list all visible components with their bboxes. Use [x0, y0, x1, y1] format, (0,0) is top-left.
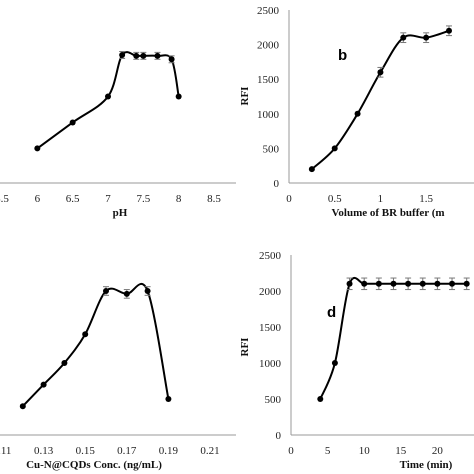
panel-d-data-point [331, 360, 338, 366]
panel-a-x-tick-label: 7.5 [136, 193, 150, 205]
panel-b-y-tick-label: 2500 [257, 5, 280, 17]
panel-d-y-tick-label: 0 [276, 430, 282, 442]
panel-d-data-point [346, 280, 353, 287]
panel-a-data-point [168, 56, 175, 63]
panel-a-data-point [140, 52, 147, 59]
panel-a-data-point [119, 51, 126, 58]
panel-a-data-point [69, 119, 76, 126]
panel-b-x-tick-label: 0.5 [328, 193, 342, 205]
panel-d-x-tick-label: 0 [288, 445, 294, 457]
panel-d-data-point [449, 280, 456, 287]
panel-d-y-tick-label: 2500 [259, 250, 282, 262]
panel-c-x-tick-label: 0.19 [159, 445, 179, 457]
panel-b-data-point [400, 34, 407, 41]
panel-d-y-axis-title: RFI [239, 338, 251, 357]
panel-a-data-point [175, 93, 182, 100]
panel-b-data-point [423, 34, 430, 41]
panel-c-data-point [165, 396, 172, 402]
panel-b-y-tick-label: 0 [274, 178, 280, 190]
panel-c-x-tick-label: 0.17 [117, 445, 137, 457]
panel-c-x-tick-label: 0.13 [34, 445, 54, 457]
panel-c-data-point [82, 331, 89, 338]
panel-d-data-point [390, 280, 397, 287]
panel-c-data-point [19, 403, 26, 410]
panel-a-x-axis-title: pH [113, 207, 128, 219]
panel-b-y-axis-title: RFI [239, 87, 251, 106]
panel-d-y-tick-label: 500 [265, 394, 282, 406]
panel-b-data-point [308, 166, 315, 173]
panel-d-data-point [405, 280, 412, 287]
panel-a-data-point [154, 52, 161, 59]
panel-c-data-point [123, 290, 130, 297]
panel-d-data-point [463, 280, 470, 287]
panel-d-series-line [319, 277, 467, 400]
panel-d-y-tick-label: 1000 [259, 358, 282, 370]
panel-a-x-tick-label: 7 [105, 193, 111, 205]
panel-a-x-tick-label: 8.5 [207, 193, 221, 205]
panel-b-data-point [331, 145, 338, 152]
panel-b-data-point [377, 69, 384, 76]
panel-a-x-tick-label: 6 [35, 193, 41, 205]
panel-d-data-point [375, 280, 382, 287]
panel-b-x-tick-label: 0 [286, 193, 292, 205]
panel-b-y-tick-label: 1500 [257, 74, 280, 86]
panel-a-x-tick-label: 6.5 [66, 193, 80, 205]
panel-d-x-tick-label: 15 [395, 445, 407, 457]
panel-c-x-tick-label: 0.11 [0, 445, 11, 457]
panel-c-data-point [103, 288, 109, 294]
panel-b-data-point [354, 110, 361, 117]
panel-a-data-point [105, 93, 111, 100]
panel-c-x-tick-label: 0.15 [76, 445, 96, 457]
panel-c-data-point [61, 360, 68, 366]
panel-c-data-point [144, 288, 151, 294]
panel-a-data-point [133, 52, 140, 59]
panel-b-y-tick-label: 2000 [257, 40, 280, 52]
panel-a-x-tick-label: 5.5 [0, 193, 9, 205]
panel-a-series-line [36, 51, 180, 150]
panel-b-x-tick-label: 1.5 [419, 193, 433, 205]
panel-b-data-point [446, 27, 452, 34]
panel-d-x-tick-label: 5 [325, 445, 331, 457]
panel-d-data-point [361, 280, 368, 287]
panel-b-y-tick-label: 500 [263, 143, 280, 155]
panel-c-x-tick-label: 0.21 [200, 445, 219, 457]
panel-d-x-tick-label: 10 [359, 445, 371, 457]
panel-b-x-axis-title: Volume of BR buffer (m [331, 207, 444, 219]
panel-d-x-axis-title: Time (min) [400, 459, 453, 471]
panel-b-x-tick-label: 1 [378, 193, 384, 205]
panel-d-letter: d [327, 304, 336, 321]
panel-b-y-tick-label: 1000 [257, 109, 280, 121]
panel-d-y-tick-label: 2000 [259, 286, 282, 298]
panel-c-data-point [40, 381, 47, 388]
panel-a-data-point [34, 145, 41, 152]
panel-c-series-line [22, 283, 170, 407]
panel-d-y-tick-label: 1500 [259, 322, 282, 334]
panel-d-data-point [434, 280, 441, 287]
panel-c-x-axis-title: Cu-N@CQDs Conc. (ng/mL) [26, 459, 162, 471]
panel-b-letter: b [338, 47, 347, 64]
panel-a-x-tick-label: 8 [176, 193, 182, 205]
panel-d-x-tick-label: 20 [432, 445, 444, 457]
panel-d-data-point [419, 280, 426, 287]
panel-d-data-point [317, 396, 324, 402]
